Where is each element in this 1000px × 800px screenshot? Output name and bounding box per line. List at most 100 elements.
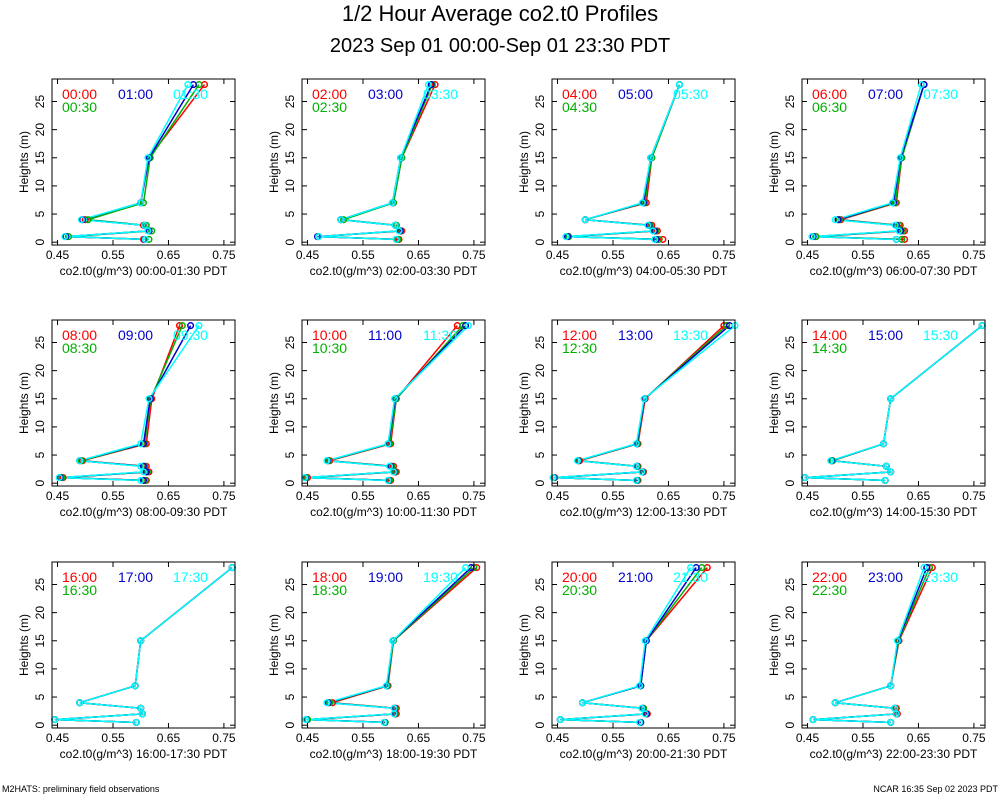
x-tick-label: 0.45 [546,731,570,745]
data-point [137,637,145,645]
x-tick-label: 0.45 [546,248,570,262]
y-tick-label: 5 [33,451,47,458]
legend-entry: 17:00 [118,569,153,585]
legend-entry: 07:00 [868,86,903,102]
data-point [901,235,909,243]
x-tick-label: 0.55 [351,248,375,262]
profile-panel: 0.45 0.55 0.65 0.75 0 5 10 15 20 25 co2.t0(g/m^3) … [17,78,236,278]
data-point [573,457,582,465]
data-point [144,154,152,162]
data-point [55,474,63,482]
data-point [899,227,907,235]
x-tick-label: 0.55 [851,489,875,503]
y-tick-label: 25 [783,336,797,350]
x-tick-label: 0.75 [212,489,236,503]
data-point [139,468,148,476]
x-tick-label: 0.55 [601,248,625,262]
y-tick-label: 0 [783,239,797,246]
y-tick-label: 20 [283,123,297,137]
data-point [61,233,69,241]
y-tick-label: 20 [783,123,797,137]
data-point [649,227,657,235]
y-tick-label: 10 [533,662,547,676]
data-point [896,154,904,162]
data-point [390,704,398,712]
x-tick-label: 0.45 [296,489,320,503]
profile-panel: 0.45 0.55 0.65 0.75 0 5 10 15 20 25 co2.t0(g/m^3) … [267,319,486,519]
y-tick-label: 10 [283,420,297,434]
x-tick-label: 0.75 [462,489,486,503]
y-tick-label: 0 [283,480,297,487]
data-point [655,235,663,243]
y-axis-label: Heights (m) [517,614,531,676]
profile-panel: 0.45 0.55 0.65 0.75 0 5 10 15 20 25 co2.t0(g/m^3) … [767,561,986,761]
x-tick-label: 0.65 [157,731,181,745]
series-line [811,84,922,241]
data-point [723,322,731,330]
footer-left: M2HATS: preliminary field observations [2,784,160,794]
data-point [636,718,644,726]
data-point [76,457,84,465]
legend-entry: 08:00 [62,327,97,343]
legend-entry: 09:00 [118,327,153,343]
series-line [560,567,692,724]
data-point [809,716,817,724]
y-tick-label: 5 [783,693,797,700]
y-axis-label: Heights (m) [17,131,31,193]
data-point [187,322,195,330]
data-point [632,440,640,448]
data-point [920,81,928,89]
data-point [462,564,470,572]
y-tick-label: 20 [283,606,297,620]
profile-panel: 0.45 0.55 0.65 0.75 0 5 10 15 20 25 co2.t0(g/m^3) … [767,78,986,278]
x-tick-label: 0.55 [101,248,125,262]
legend-entry: 15:00 [868,327,903,343]
data-point [549,474,557,482]
y-tick-label: 10 [283,662,297,676]
data-point [881,476,889,484]
plot-frame [301,561,486,729]
data-point [380,718,388,726]
data-point [638,468,646,476]
legend-entry: 19:00 [368,569,403,585]
legend-entry: 16:00 [62,569,97,585]
data-point [386,462,394,470]
data-point [175,322,184,330]
y-axis-label: Heights (m) [267,131,281,193]
y-axis-label: Heights (m) [267,372,281,434]
profile-panel: 0.45 0.55 0.65 0.75 0 5 10 15 20 25 co2.t0(g/m^3) … [267,78,486,278]
y-tick-label: 10 [533,179,547,193]
plot-frame [801,319,986,487]
y-tick-label: 25 [533,95,547,109]
data-point [337,216,345,224]
series-line [64,84,189,241]
data-point [384,440,392,448]
y-tick-label: 25 [783,95,797,109]
legend-entry: 13:00 [618,327,653,343]
panel-grid: 0.45 0.55 0.65 0.75 0 5 10 15 20 25 co2.t0(g/m^3) … [17,78,986,761]
legend-entry: 17:30 [173,569,208,585]
y-tick-label: 25 [33,578,47,592]
data-point [389,468,398,476]
plot-frame [301,319,486,487]
y-axis-label: Heights (m) [267,614,281,676]
y-tick-label: 5 [533,210,547,217]
x-tick-label: 0.65 [907,248,931,262]
profile-panel: 0.45 0.55 0.65 0.75 0 5 10 15 20 25 co2.t0(g/m^3) … [767,319,986,519]
y-tick-label: 25 [533,336,547,350]
legend-entry: 03:00 [368,86,403,102]
data-point [137,462,145,470]
data-point [76,699,84,707]
y-tick-label: 10 [533,420,547,434]
x-tick-label: 0.45 [796,489,820,503]
profile-panel: 0.45 0.55 0.65 0.75 0 5 10 15 20 25 co2.t0(g/m^3) … [17,319,236,519]
y-tick-label: 15 [783,151,797,165]
plot-frame [801,78,986,246]
y-tick-label: 20 [533,123,547,137]
data-point [395,227,403,235]
legend-entry: 20:00 [562,569,597,585]
data-point [675,81,684,89]
x-tick-label: 0.75 [962,489,986,503]
x-axis-label: co2.t0(g/m^3) 22:00-23:30 PDT [810,747,978,761]
